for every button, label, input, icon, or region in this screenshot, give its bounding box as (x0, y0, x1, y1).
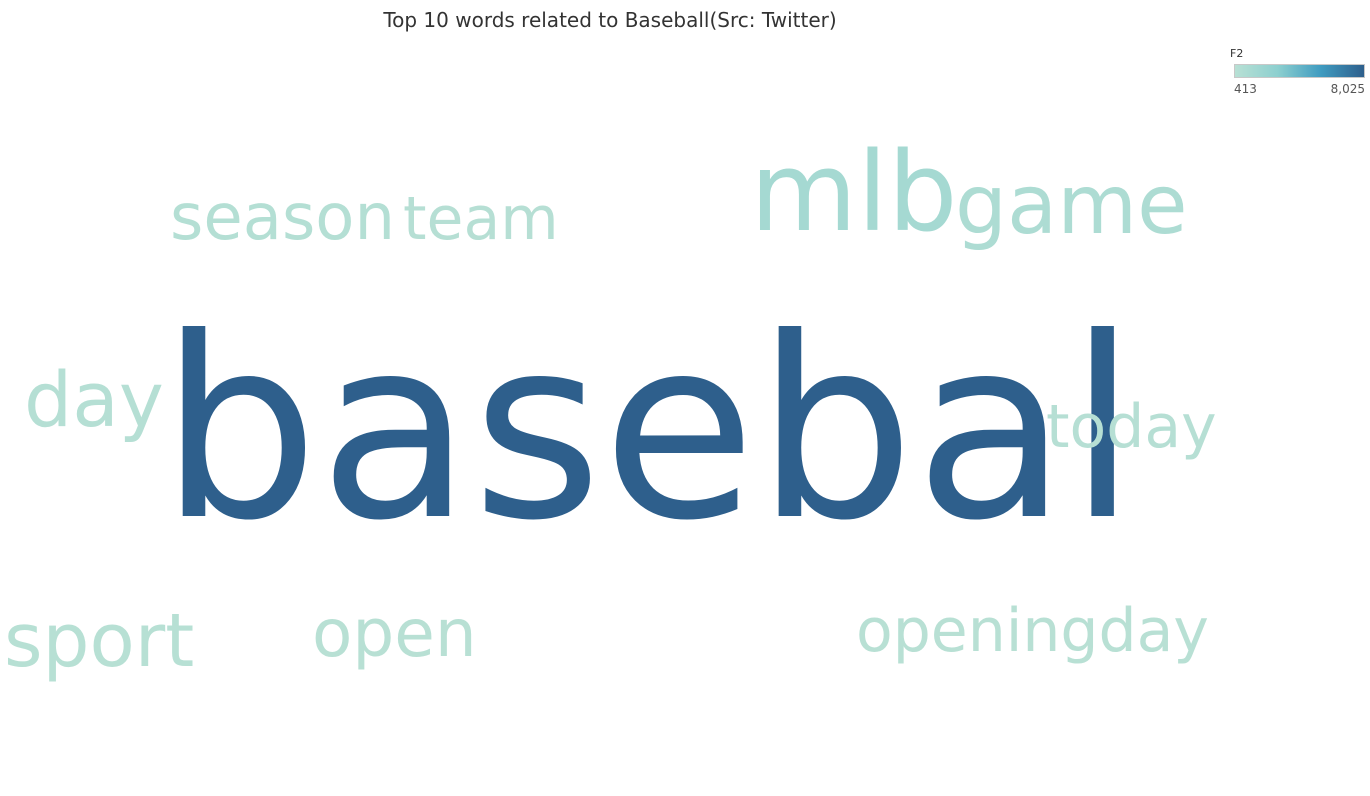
word-today: today (1046, 392, 1217, 462)
word-mlb: mlb (750, 128, 958, 256)
word-open: open (312, 595, 477, 672)
legend-title: F2 (1230, 47, 1244, 60)
word-team: team (403, 184, 559, 254)
word-game: game (955, 158, 1188, 253)
word-basebal: basebal (160, 284, 1137, 575)
color-legend: F2 413 8,025 (1230, 47, 1366, 99)
word-openingday: openingday (856, 596, 1209, 666)
word-day: day (24, 355, 164, 444)
word-sport: sport (4, 598, 194, 684)
legend-max-label: 8,025 (1330, 82, 1365, 96)
legend-min-label: 413 (1234, 82, 1257, 96)
chart-title: Top 10 words related to Baseball(Src: Tw… (383, 8, 837, 32)
legend-gradient-bar (1234, 64, 1365, 78)
word-season: season (170, 181, 395, 255)
